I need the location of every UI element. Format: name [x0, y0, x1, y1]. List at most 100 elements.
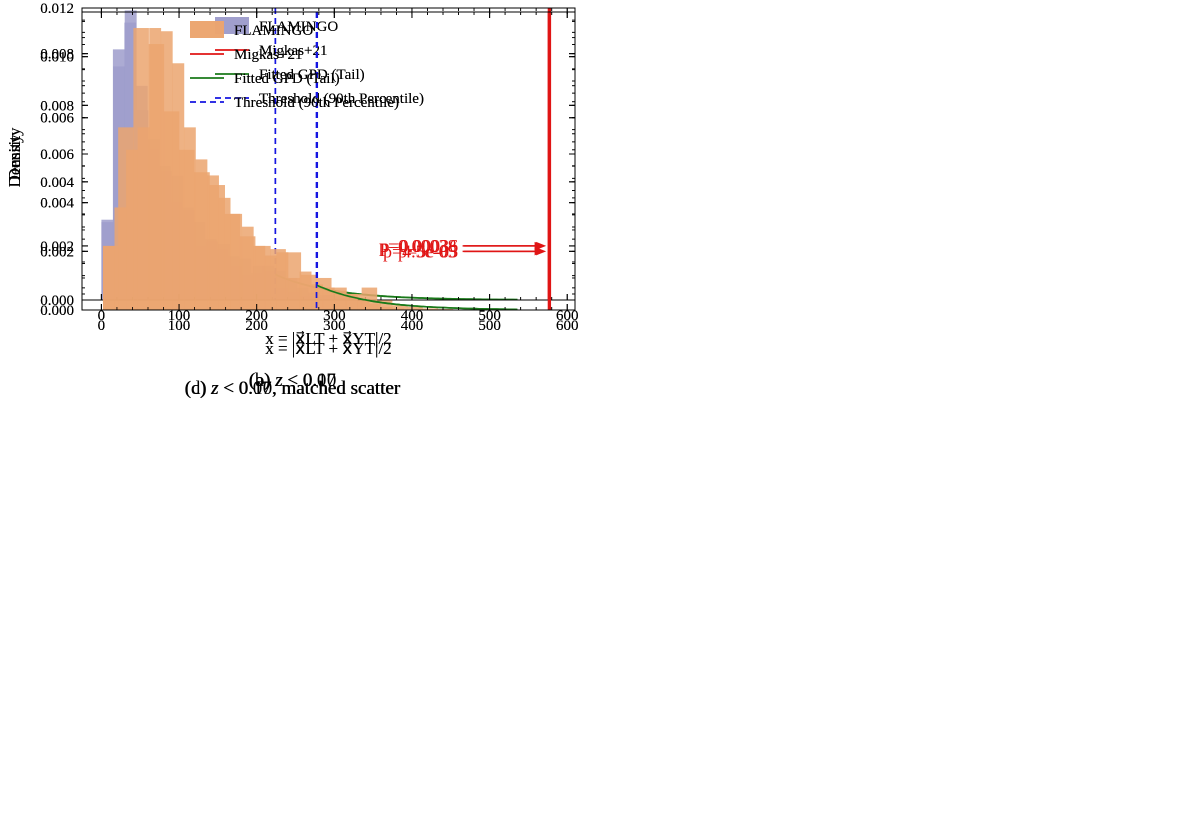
y-tick-label: 0.006 — [40, 147, 74, 163]
x-tick-label: 0 — [98, 308, 106, 324]
legend-label: FLAMINGO — [259, 19, 338, 35]
y-tick-label: 0.008 — [40, 98, 74, 114]
x-tick-label: 600 — [556, 318, 579, 334]
x-tick-label: 600 — [556, 318, 579, 334]
y-tick-label: 0.004 — [40, 196, 74, 212]
gpd-tail-curve — [316, 284, 517, 311]
x-tick-label: 100 — [168, 308, 191, 324]
p-value-arrowhead — [534, 241, 545, 250]
y-tick-label: 0.000 — [40, 293, 74, 309]
histogram-bar — [160, 31, 173, 311]
y-tick-label: 0.012 — [40, 1, 74, 17]
x-tick-label: 300 — [323, 318, 346, 334]
caption-d: (d) z < 0.10, matched scatter — [0, 378, 585, 400]
histogram-bar — [183, 127, 196, 311]
y-tick-label: 0.004 — [40, 196, 74, 212]
histogram-bar — [137, 127, 150, 311]
caption-rest: < 0.07, matched scatter — [218, 378, 400, 399]
histogram-bar — [114, 207, 127, 310]
y-tick-label: 0.010 — [40, 50, 74, 66]
histogram-bar — [392, 305, 408, 310]
histogram-bar — [392, 308, 405, 310]
x-axis-title: x = |x⃗LT + x⃗YT|/2 — [265, 339, 391, 358]
x-axis-title: x = |x⃗LT + x⃗YT|/2 — [265, 339, 391, 358]
histogram-bar — [376, 300, 393, 310]
y-tick-label: 0.010 — [40, 50, 74, 66]
legend-label: Migkas+21 — [259, 43, 327, 59]
y-tick-label: 0.008 — [40, 47, 74, 63]
legend-label: FLAMINGO — [234, 23, 313, 39]
x-tick-label: 300 — [323, 308, 346, 324]
x-tick-label: 300 — [323, 308, 346, 324]
y-tick-label: 0.004 — [40, 175, 74, 191]
caption-var: z — [210, 378, 219, 399]
y-tick-label: 0.006 — [40, 111, 74, 127]
y-tick-label: 0.006 — [40, 111, 74, 127]
legend-label: Fitted GPD (Tail) — [259, 67, 365, 83]
caption-b: (b) z < 0.10 — [0, 370, 585, 392]
histogram-bar — [126, 149, 138, 310]
histogram-bar — [241, 226, 254, 310]
caption-prefix: (a) — [249, 370, 275, 391]
histogram-bar — [218, 197, 231, 310]
x-tick-label: 0 — [98, 308, 106, 324]
histogram-bar — [288, 277, 300, 310]
caption-var: z — [211, 378, 219, 399]
histogram-bars — [102, 28, 405, 311]
legend-label: Fitted GPD (Tail) — [259, 67, 365, 83]
caption-a: (a) z < 0.07 — [0, 370, 585, 392]
legend-label: Migkas+21 — [234, 47, 302, 63]
legend-label: Threshold (90th Percentile) — [259, 91, 424, 107]
histogram-bar — [322, 287, 335, 310]
legend-label: Threshold (90th Percentile) — [259, 91, 424, 107]
legend-swatch-histogram — [190, 21, 224, 38]
p-value-label: p=0.00036 — [380, 236, 458, 256]
x-tick-label: 300 — [323, 318, 346, 334]
y-tick-label: 0.006 — [40, 147, 74, 163]
y-tick-label: 0.000 — [40, 303, 74, 319]
histogram-bar — [264, 255, 277, 310]
histogram-bar — [102, 245, 115, 310]
x-tick-label: 100 — [168, 318, 191, 334]
histogram-bar — [195, 159, 208, 310]
x-tick-label: 500 — [478, 318, 501, 334]
y-tick-label: 0.004 — [40, 175, 74, 191]
histogram-bar — [369, 303, 381, 310]
plot-frame — [81, 11, 576, 311]
panel-d: p=0.00038 0 100 200 300 400 500 600 0.000 0.002 0.… — [0, 0, 585, 399]
x-tick-label: 400 — [401, 308, 424, 324]
caption-rest: < 0.10, matched scatter — [218, 378, 401, 399]
y-tick-label: 0.002 — [40, 239, 74, 255]
legend-label: FLAMINGO — [234, 23, 313, 39]
y-axis-title: Density — [5, 134, 24, 187]
x-tick-label: 200 — [245, 318, 268, 334]
x-axis: 0 100 200 300 400 500 600 — [98, 12, 579, 334]
legend: FLAMINGO Migkas+21 Fitted GPD (Tail) Thresh… — [190, 21, 399, 111]
legend-label: Migkas+21 — [234, 47, 302, 63]
x-tick-label: 200 — [245, 318, 268, 334]
x-tick-label: 400 — [401, 318, 424, 334]
histogram-bar — [357, 300, 370, 310]
x-tick-label: 100 — [168, 308, 191, 324]
y-tick-label: 0.008 — [40, 47, 74, 63]
y-tick-label: 0.002 — [40, 244, 74, 260]
y-tick-label: 0.002 — [40, 239, 74, 255]
x-tick-label: 200 — [245, 308, 268, 324]
histogram-bar — [422, 308, 439, 310]
caption-var: z — [274, 370, 283, 391]
histogram-bar — [230, 213, 243, 310]
y-tick-label: 0.000 — [40, 293, 74, 309]
y-tick-label: 0.012 — [40, 1, 74, 17]
caption-prefix: (c) — [185, 378, 211, 399]
x-tick-label: 500 — [478, 308, 501, 324]
caption-rest: < 0.07 — [282, 370, 336, 391]
legend-label: FLAMINGO — [259, 19, 338, 35]
x-tick-label: 500 — [478, 318, 501, 334]
histogram-bar — [380, 306, 393, 310]
caption-prefix: (d) — [184, 378, 212, 399]
p-value-label: p=0.00038 — [379, 236, 457, 256]
x-tick-label: 400 — [401, 308, 424, 324]
